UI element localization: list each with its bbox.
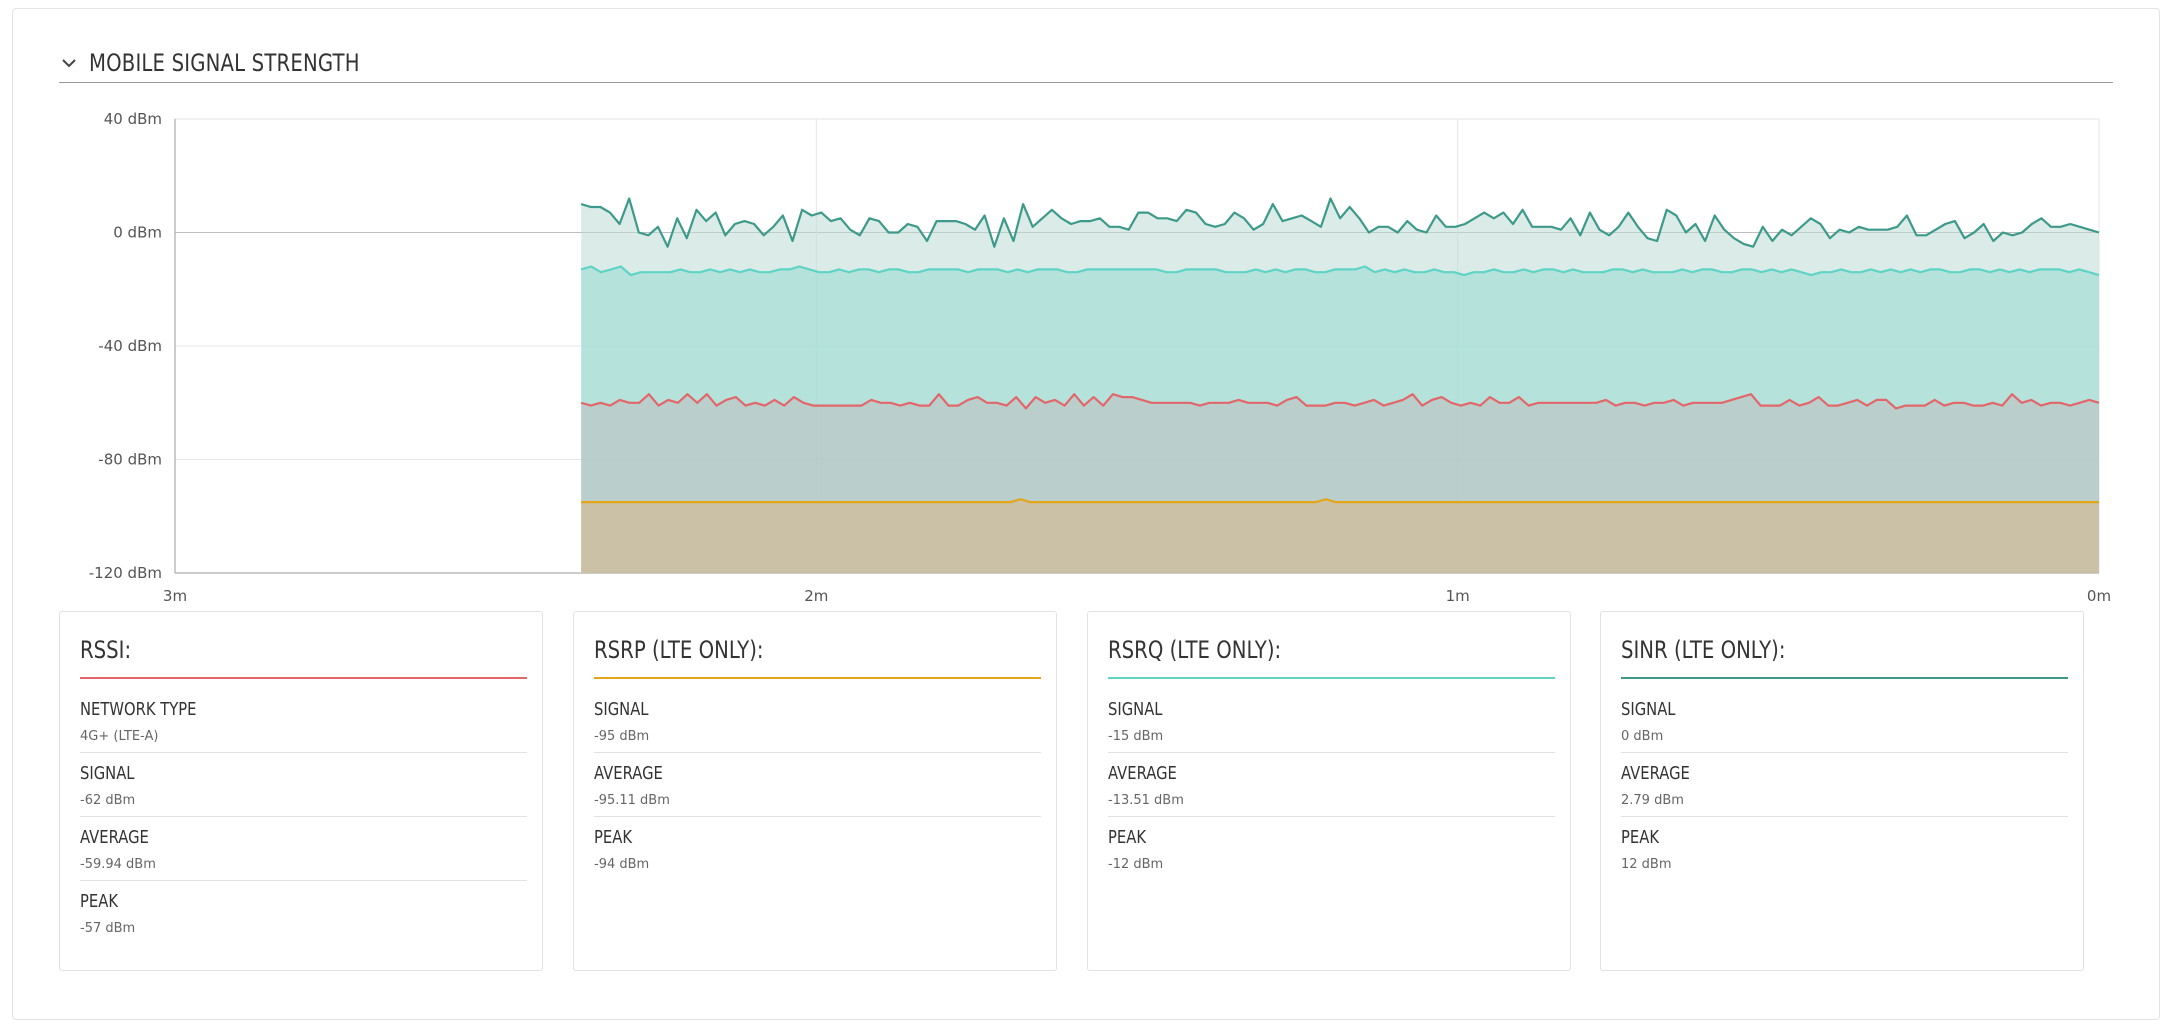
stat-row: PEAK -12 dBm (1108, 817, 1555, 881)
stat-label: PEAK (1621, 827, 1660, 848)
y-tick-label: -80 dBm (98, 451, 162, 469)
series-area-3 (581, 499, 2100, 573)
card-rssi: RSSI: NETWORK TYPE 4G+ (LTE-A) SIGNAL -6… (59, 611, 543, 971)
y-tick-label: -40 dBm (98, 337, 162, 355)
stat-label: PEAK (594, 827, 633, 848)
y-tick-label: 0 dBm (113, 224, 162, 242)
card-rows: SIGNAL -15 dBm AVERAGE -13.51 dBm PEAK -… (1108, 689, 1555, 881)
stat-label: SIGNAL (1621, 699, 1676, 720)
stat-label: AVERAGE (594, 763, 663, 784)
card-title: RSRQ (LTE ONLY): (1108, 636, 1282, 664)
chevron-down-icon[interactable] (59, 53, 79, 73)
stat-value: 12 dBm (1621, 857, 1672, 872)
stat-row: AVERAGE -95.11 dBm (594, 753, 1041, 817)
series-line-2 (580, 393, 2100, 410)
stat-label: NETWORK TYPE (80, 699, 197, 720)
x-tick-label: 0m (2087, 587, 2111, 605)
stat-label: AVERAGE (1108, 763, 1177, 784)
stat-label: PEAK (1108, 827, 1147, 848)
x-tick-label: 2m (804, 587, 828, 605)
stat-label: PEAK (80, 891, 119, 912)
stat-label: AVERAGE (80, 827, 149, 848)
stat-value: 4G+ (LTE-A) (80, 729, 159, 744)
card-color-line (1108, 677, 1555, 679)
card-color-line (80, 677, 527, 679)
card-title: RSRP (LTE ONLY): (594, 636, 764, 664)
stat-row: SIGNAL 0 dBm (1621, 689, 2068, 753)
stat-label: SIGNAL (80, 763, 135, 784)
stat-row: SIGNAL -62 dBm (80, 753, 527, 817)
card-rows: SIGNAL -95 dBm AVERAGE -95.11 dBm PEAK -… (594, 689, 1041, 881)
card-sinr: SINR (LTE ONLY): SIGNAL 0 dBm AVERAGE 2.… (1600, 611, 2084, 971)
section-header[interactable]: MOBILE SIGNAL STRENGTH (59, 44, 2113, 83)
card-color-line (1621, 677, 2068, 679)
stat-value: -15 dBm (1108, 729, 1164, 744)
card-title: RSSI: (80, 636, 132, 664)
stat-value: 0 dBm (1621, 729, 1664, 744)
stat-value: -94 dBm (594, 857, 650, 872)
stat-label: SIGNAL (594, 699, 649, 720)
card-rsrp: RSRP (LTE ONLY): SIGNAL -95 dBm AVERAGE … (573, 611, 1057, 971)
stat-row: PEAK -57 dBm (80, 881, 527, 945)
stat-value: -57 dBm (80, 921, 136, 936)
stat-row: AVERAGE -59.94 dBm (80, 817, 527, 881)
y-tick-label: -120 dBm (89, 564, 162, 582)
series-line-1 (580, 265, 2100, 277)
stat-value: -13.51 dBm (1108, 793, 1184, 808)
stat-value: -59.94 dBm (80, 857, 156, 872)
stat-value: 2.79 dBm (1621, 793, 1684, 808)
stat-value: -12 dBm (1108, 857, 1164, 872)
card-rsrq: RSRQ (LTE ONLY): SIGNAL -15 dBm AVERAGE … (1087, 611, 1571, 971)
stat-label: AVERAGE (1621, 763, 1690, 784)
stat-row: PEAK -94 dBm (594, 817, 1041, 881)
stat-value: -62 dBm (80, 793, 136, 808)
y-tick-label: 40 dBm (104, 110, 162, 128)
stat-row: NETWORK TYPE 4G+ (LTE-A) (80, 689, 527, 753)
stat-row: SIGNAL -15 dBm (1108, 689, 1555, 753)
stat-row: AVERAGE -13.51 dBm (1108, 753, 1555, 817)
stat-row: SIGNAL -95 dBm (594, 689, 1041, 753)
card-rows: SIGNAL 0 dBm AVERAGE 2.79 dBm PEAK 12 dB… (1621, 689, 2068, 881)
stat-row: PEAK 12 dBm (1621, 817, 2068, 881)
series-line-3 (581, 498, 2099, 504)
stat-row: AVERAGE 2.79 dBm (1621, 753, 2068, 817)
card-rows: NETWORK TYPE 4G+ (LTE-A) SIGNAL -62 dBm … (80, 689, 527, 945)
stat-label: SIGNAL (1108, 699, 1163, 720)
x-tick-label: 3m (163, 587, 187, 605)
stat-value: -95.11 dBm (594, 793, 670, 808)
card-title: SINR (LTE ONLY): (1621, 636, 1786, 664)
section-title: MOBILE SIGNAL STRENGTH (89, 49, 360, 77)
series-line-0 (580, 197, 2100, 248)
x-tick-label: 1m (1446, 587, 1470, 605)
stat-value: -95 dBm (594, 729, 650, 744)
card-color-line (594, 677, 1041, 679)
